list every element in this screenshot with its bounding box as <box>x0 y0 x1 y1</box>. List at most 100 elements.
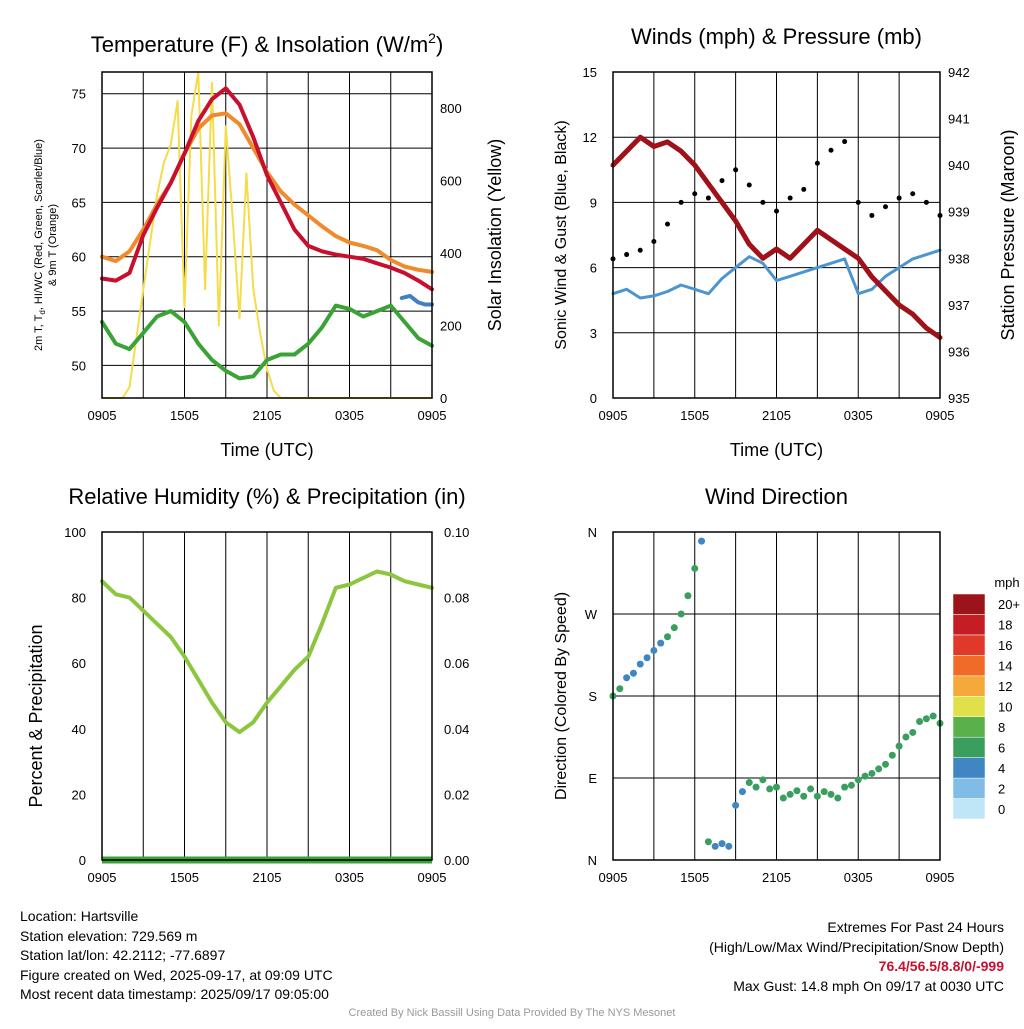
dir-point <box>895 742 903 750</box>
colorbar-swatch <box>952 716 986 738</box>
extremes-subtitle: (High/Low/Max Wind/Precipitation/Snow De… <box>709 938 1004 955</box>
colorbar-swatch <box>952 736 986 758</box>
temp-series-dewpoint <box>100 303 434 381</box>
dir-y-tick-label: N <box>588 853 597 868</box>
station-elevation: Station elevation: 729.569 m <box>20 927 198 944</box>
colorbar-swatch <box>952 757 986 779</box>
wind-x-tick-label: 0305 <box>844 408 873 423</box>
temp-y-axis-label: 2m T, Td, HI/WC (Red, Green, Scarlet/Blu… <box>33 139 47 351</box>
wind-y2-axis-label: Station Pressure (Maroon) <box>998 129 1018 340</box>
wind-y-tick-label: 0 <box>590 391 597 406</box>
colorbar-label: 14 <box>998 659 1012 674</box>
rh-y-tick-label: 40 <box>72 722 86 737</box>
rh-frame <box>101 531 433 861</box>
wind-y-tick-label: 15 <box>583 65 597 80</box>
rh-y2-tick-label: 0.06 <box>444 656 469 671</box>
wind-y2-tick-label: 938 <box>948 251 970 266</box>
wind-y2-tick-label: 936 <box>948 344 970 359</box>
temp-x-tick-label: 0905 <box>88 408 117 423</box>
dir-point <box>779 794 787 802</box>
dir-point <box>766 785 774 793</box>
dir-point <box>745 779 753 787</box>
temp-y2-tick-label: 800 <box>440 101 462 116</box>
dir-point <box>616 685 624 693</box>
temp-y-tick-label: 50 <box>72 358 86 373</box>
wind-y-tick-label: 9 <box>590 195 597 210</box>
rh-y-axis-label: Percent & Precipitation <box>26 624 46 807</box>
dir-x-tick-label: 0905 <box>926 870 955 885</box>
wind-y2-tick-label: 939 <box>948 205 970 220</box>
dir-point <box>820 788 828 796</box>
rh-y-tick-label: 0 <box>79 853 86 868</box>
rh-x-tick-label: 0905 <box>88 870 117 885</box>
dir-point <box>738 788 746 796</box>
wind-gust-point <box>678 199 684 205</box>
rh-y-tick-label: 100 <box>64 525 86 540</box>
dir-x-tick-label: 0305 <box>844 870 873 885</box>
colorbar-swatch <box>952 777 986 799</box>
wind-gust-point <box>705 195 711 201</box>
wind-gust-point <box>637 247 643 253</box>
dir-point <box>629 669 637 677</box>
wind-y2-tick-label: 942 <box>948 65 970 80</box>
wind-x-axis-label: Time (UTC) <box>730 440 823 460</box>
colorbar-label: 8 <box>998 720 1005 735</box>
dir-point <box>902 733 910 741</box>
dir-point <box>684 592 692 600</box>
wind-gust-point <box>923 199 929 205</box>
rh-y2-tick-label: 0.00 <box>444 853 469 868</box>
wind-gust-point <box>883 204 888 210</box>
temp-y-tick-label: 65 <box>72 195 86 210</box>
colorbar-label: 4 <box>998 761 1005 776</box>
wind-gust-point <box>910 191 916 197</box>
temp-y-tick-label: 70 <box>72 141 86 156</box>
station-location: Location: Hartsville <box>20 908 139 924</box>
dir-point <box>643 654 651 662</box>
temp-y-tick-label: 60 <box>72 250 86 265</box>
wind-gust-point <box>842 139 848 145</box>
dir-point <box>882 760 889 768</box>
rh-x-tick-label: 0305 <box>335 870 364 885</box>
temp-series-insolation <box>101 71 433 399</box>
dir-point <box>868 769 876 777</box>
dir-y-tick-label: E <box>588 771 597 786</box>
colorbar-label: 2 <box>998 781 1005 796</box>
dir-point <box>807 785 815 793</box>
wind-gust-point <box>855 199 861 205</box>
station-info: Location: Hartsville Station elevation: … <box>20 907 333 1005</box>
dir-point <box>704 838 712 846</box>
rh-x-tick-label: 0905 <box>418 870 447 885</box>
colorbar-label: 10 <box>998 700 1012 715</box>
rh-x-tick-label: 2105 <box>253 870 282 885</box>
extremes-values: 76.4/56.5/8.8/0/-999 <box>878 958 1004 974</box>
wind-y2-tick-label: 935 <box>948 391 970 406</box>
colorbar-swatch <box>952 593 986 615</box>
dir-y-tick-label: N <box>588 525 597 540</box>
extremes-title: Extremes For Past 24 Hours <box>827 919 1004 935</box>
wind-x-tick-label: 1505 <box>680 408 709 423</box>
wind-gust-point <box>896 195 902 201</box>
temp-y2-tick-label: 600 <box>440 174 462 189</box>
dir-point <box>650 646 658 654</box>
wind-gust-point <box>733 167 739 173</box>
wind-title: Winds (mph) & Pressure (mb) <box>631 24 922 49</box>
wind-gust-point <box>746 182 752 188</box>
rh-y2-tick-label: 0.08 <box>444 591 469 606</box>
colorbar-label: 12 <box>998 679 1012 694</box>
temp-y2-tick-label: 0 <box>440 391 447 406</box>
dir-point <box>909 728 917 736</box>
rh-y2-tick-label: 0.04 <box>444 722 469 737</box>
credit-line: Created By Nick Bassill Using Data Provi… <box>348 1007 676 1019</box>
dir-point <box>847 781 855 789</box>
colorbar-swatch <box>952 798 986 820</box>
rh-title: Relative Humidity (%) & Precipitation (i… <box>68 484 465 509</box>
colorbar-label: 16 <box>998 638 1012 653</box>
wind-y-tick-label: 6 <box>590 261 597 276</box>
dir-point <box>800 792 808 800</box>
colorbar-swatch <box>952 696 986 717</box>
rh-x-tick-label: 1505 <box>170 870 199 885</box>
colorbar-title: mph <box>994 575 1019 590</box>
wind-gust-point <box>624 252 630 258</box>
